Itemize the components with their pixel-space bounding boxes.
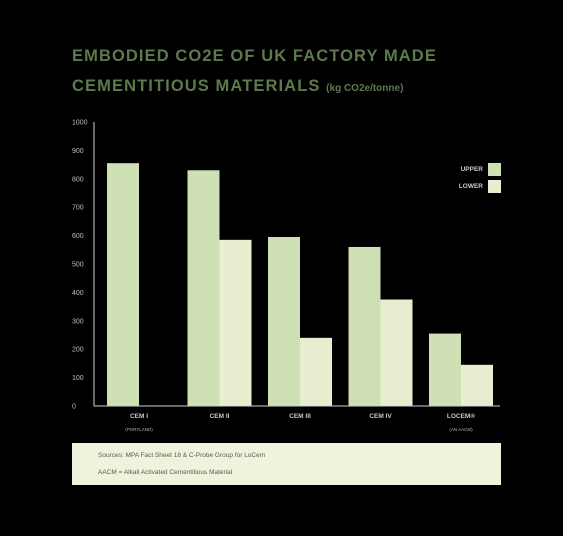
x-tick-label: CEM IV [369,413,392,420]
y-tick-label: 200 [72,347,84,354]
y-tick-label: 500 [72,262,84,269]
x-tick-label: CEM III [289,413,311,420]
x-tick-label: CEM I [130,413,148,420]
y-tick-label: 400 [72,290,84,297]
y-tick-label: 600 [72,233,84,240]
x-tick-sublabel: (AN AACM) [449,427,473,432]
aacm-note: AACM = Alkali Activated Cementitious Mat… [98,469,233,476]
y-tick-label: 800 [72,176,84,183]
bar-upper [268,237,300,406]
chart-title-unit: (kg CO2e/tonne) [326,83,404,94]
x-tick-label: LOCEM® [447,412,475,420]
y-tick-label: 100 [72,375,84,382]
sources-text: Sources: MPA Fact Sheet 18 & C-Probe Gro… [98,452,266,459]
legend-swatch [488,180,501,193]
bar-upper [107,163,139,406]
sources-box: Sources: MPA Fact Sheet 18 & C-Probe Gro… [72,443,501,485]
legend-label: LOWER [459,183,483,190]
bar-upper [348,246,381,406]
chart-title-main: CEMENTITIOUS MATERIALS [72,77,321,95]
bar-upper [187,170,220,406]
legend-label: UPPER [461,166,484,173]
y-tick-label: 1000 [72,120,88,127]
legend-swatch [488,163,501,176]
bar-lower [461,364,493,406]
bar-lower [300,337,332,406]
chart-title-line1: EMBODIED CO2E OF UK FACTORY MADE [72,47,437,65]
bar-lower [380,299,413,406]
y-tick-label: 300 [72,318,84,325]
bar-lower [219,239,252,406]
x-tick-sublabel: (PORTLAND) [125,427,153,432]
x-tick-label: CEM II [210,413,230,420]
y-tick-label: 700 [72,205,84,212]
y-tick-label: 0 [72,404,76,411]
bar-upper [429,333,461,406]
chart-title-line2: CEMENTITIOUS MATERIALS (kg CO2e/tonne) [72,77,403,96]
y-tick-label: 900 [72,148,84,155]
